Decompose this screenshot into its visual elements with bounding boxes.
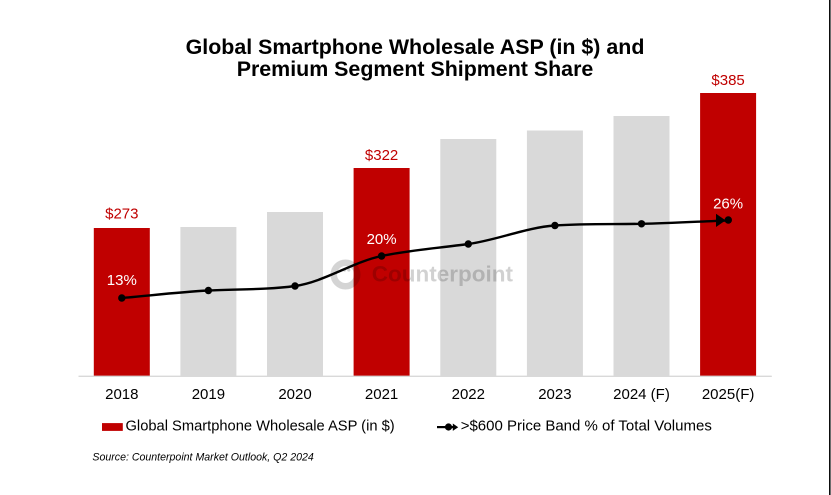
svg-text:Global Smartphone Wholesale AS: Global Smartphone Wholesale ASP (in $) a…: [186, 35, 645, 59]
svg-text:2018: 2018: [105, 386, 138, 403]
svg-text:2019: 2019: [192, 386, 225, 403]
svg-text:>$600 Price Band % of Total Vo: >$600 Price Band % of Total Volumes: [461, 418, 712, 435]
svg-text:$385: $385: [711, 72, 744, 89]
svg-text:26%: 26%: [713, 196, 743, 213]
svg-text:$273: $273: [105, 206, 138, 223]
svg-text:20%: 20%: [367, 231, 397, 248]
svg-text:2020: 2020: [278, 386, 311, 403]
svg-text:2022: 2022: [452, 386, 485, 403]
svg-text:2023: 2023: [538, 386, 571, 403]
svg-text:13%: 13%: [107, 272, 137, 289]
svg-text:Global Smartphone Wholesale AS: Global Smartphone Wholesale ASP (in $): [126, 419, 395, 435]
svg-text:2021: 2021: [365, 386, 398, 403]
svg-text:Source: Counterpoint Market Ou: Source: Counterpoint Market Outlook, Q2 …: [92, 452, 314, 464]
svg-text:Counterpoint: Counterpoint: [372, 262, 514, 287]
svg-text:Premium Segment Shipment Share: Premium Segment Shipment Share: [237, 57, 594, 81]
svg-text:$322: $322: [365, 147, 398, 164]
svg-text:2025(F): 2025(F): [702, 386, 755, 403]
svg-text:2024 (F): 2024 (F): [613, 386, 670, 403]
